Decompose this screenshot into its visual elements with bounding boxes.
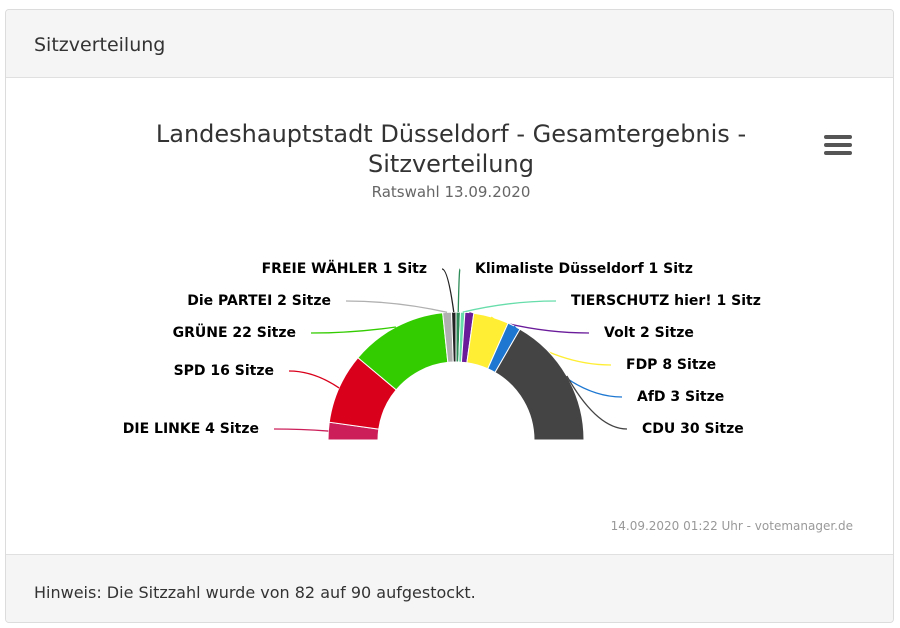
chart-area: Landeshauptstadt Düsseldorf - Gesamterge… <box>6 79 893 553</box>
connector-line <box>310 326 396 334</box>
data-label: SPD 16 Sitze <box>174 363 274 379</box>
card-title: Sitzverteilung <box>34 34 166 56</box>
hamburger-menu-icon[interactable] <box>824 135 852 159</box>
data-label: Volt 2 Sitze <box>604 325 694 341</box>
data-label: FDP 8 Sitze <box>626 357 716 373</box>
seat-distribution-card: Sitzverteilung Landeshauptstadt Düsseldo… <box>5 9 894 623</box>
footer-hint: Hinweis: Die Sitzzahl wurde von 82 auf 9… <box>34 583 476 602</box>
connector-line <box>273 428 329 432</box>
connector-line <box>441 268 455 313</box>
data-label: Klimaliste Düsseldorf 1 Sitz <box>475 261 693 277</box>
data-label: CDU 30 Sitze <box>642 421 744 437</box>
connector-line <box>288 370 340 389</box>
chart-subtitle: Ratswahl 13.09.2020 <box>371 183 531 201</box>
chart-title: Landeshauptstadt Düsseldorf - Gesamterge… <box>155 120 747 178</box>
connector-line <box>490 316 612 366</box>
semi-donut-chart: DIE LINKE 4 Sitze SPD 16 Sitze GRÜNE 22 Si… <box>123 260 761 441</box>
chart-credits[interactable]: 14.09.2020 01:22 Uhr - votemanager.de <box>610 519 853 533</box>
connector-line <box>345 300 448 313</box>
connector-line <box>457 268 461 313</box>
connector-line <box>566 375 628 430</box>
card-footer: Hinweis: Die Sitzzahl wurde von 82 auf 9… <box>6 554 893 622</box>
data-label: DIE LINKE 4 Sitze <box>123 421 259 437</box>
data-label: Die PARTEI 2 Sitze <box>187 293 331 309</box>
data-label: GRÜNE 22 Sitze <box>173 323 296 341</box>
data-label: AfD 3 Sitze <box>637 389 724 405</box>
data-label: FREIE WÄHLER 1 Sitz <box>262 260 427 277</box>
card-header: Sitzverteilung <box>6 10 893 78</box>
data-label: TIERSCHUTZ hier! 1 Sitz <box>571 293 761 309</box>
slice-cdu[interactable] <box>494 328 585 441</box>
connector-line <box>462 300 557 313</box>
